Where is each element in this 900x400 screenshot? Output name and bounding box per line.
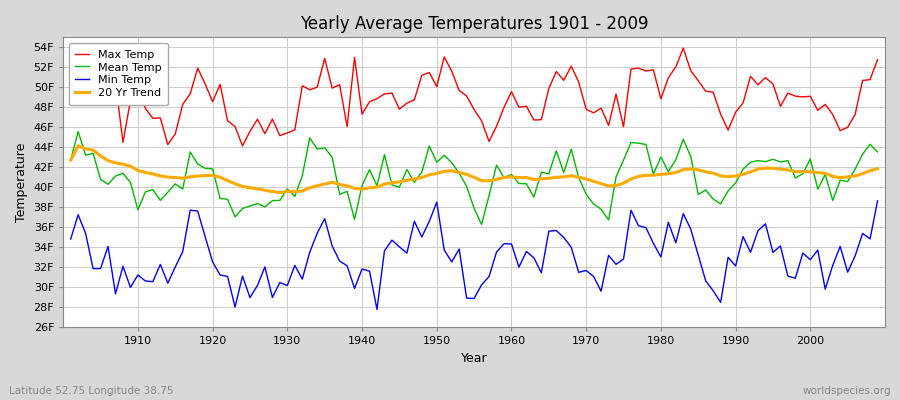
Max Temp xyxy=(678,46,688,50)
Mean Temp xyxy=(514,181,525,186)
20 Yr Trend xyxy=(73,144,84,148)
Mean Temp xyxy=(132,208,143,212)
20 Yr Trend xyxy=(132,168,143,173)
Max Temp xyxy=(506,89,517,94)
Max Temp xyxy=(872,57,883,62)
Min Temp xyxy=(334,259,345,264)
Mean Temp xyxy=(872,150,883,154)
20 Yr Trend xyxy=(304,186,315,190)
Min Temp xyxy=(506,242,517,246)
Mean Temp xyxy=(297,174,308,178)
Mean Temp xyxy=(521,181,532,186)
Min Temp xyxy=(290,263,301,268)
Min Temp xyxy=(372,307,382,312)
Min Temp xyxy=(603,253,614,258)
Mean Temp xyxy=(66,158,77,162)
Max Temp xyxy=(125,98,136,103)
Line: 20 Yr Trend: 20 Yr Trend xyxy=(71,146,878,192)
Mean Temp xyxy=(610,174,621,179)
Text: worldspecies.org: worldspecies.org xyxy=(803,386,891,396)
Min Temp xyxy=(514,265,525,270)
Min Temp xyxy=(66,236,77,241)
20 Yr Trend xyxy=(349,186,360,191)
20 Yr Trend xyxy=(610,183,621,188)
Max Temp xyxy=(237,144,248,148)
Min Temp xyxy=(872,198,883,203)
20 Yr Trend xyxy=(274,190,285,195)
20 Yr Trend xyxy=(514,175,525,180)
Line: Min Temp: Min Temp xyxy=(71,201,878,310)
Text: Latitude 52.75 Longitude 38.75: Latitude 52.75 Longitude 38.75 xyxy=(9,386,174,396)
Line: Mean Temp: Mean Temp xyxy=(71,132,878,224)
Title: Yearly Average Temperatures 1901 - 2009: Yearly Average Temperatures 1901 - 2009 xyxy=(300,15,648,33)
Mean Temp xyxy=(73,129,84,134)
20 Yr Trend xyxy=(521,175,532,180)
Max Temp xyxy=(297,83,308,88)
Mean Temp xyxy=(476,222,487,227)
Legend: Max Temp, Mean Temp, Min Temp, 20 Yr Trend: Max Temp, Mean Temp, Min Temp, 20 Yr Tre… xyxy=(68,43,168,105)
Max Temp xyxy=(514,105,525,110)
Max Temp xyxy=(342,124,353,129)
Max Temp xyxy=(603,123,614,128)
20 Yr Trend xyxy=(872,166,883,171)
Y-axis label: Temperature: Temperature xyxy=(15,143,28,222)
20 Yr Trend xyxy=(66,158,77,162)
Min Temp xyxy=(125,285,136,290)
X-axis label: Year: Year xyxy=(461,352,488,365)
Mean Temp xyxy=(342,189,353,194)
Max Temp xyxy=(66,74,77,79)
Line: Max Temp: Max Temp xyxy=(71,48,878,146)
